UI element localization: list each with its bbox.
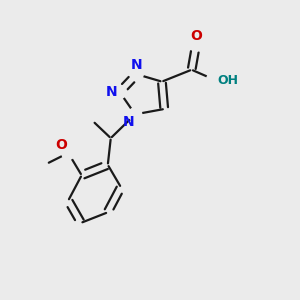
Circle shape bbox=[62, 146, 75, 160]
Text: N: N bbox=[123, 115, 134, 129]
Circle shape bbox=[130, 68, 143, 81]
Text: N: N bbox=[131, 58, 142, 72]
Text: O: O bbox=[55, 138, 67, 152]
Text: O: O bbox=[190, 29, 202, 43]
Text: N: N bbox=[106, 85, 117, 99]
Text: OH: OH bbox=[217, 74, 238, 87]
Circle shape bbox=[206, 71, 224, 89]
Circle shape bbox=[190, 38, 202, 51]
Circle shape bbox=[129, 108, 142, 121]
Circle shape bbox=[113, 85, 126, 99]
